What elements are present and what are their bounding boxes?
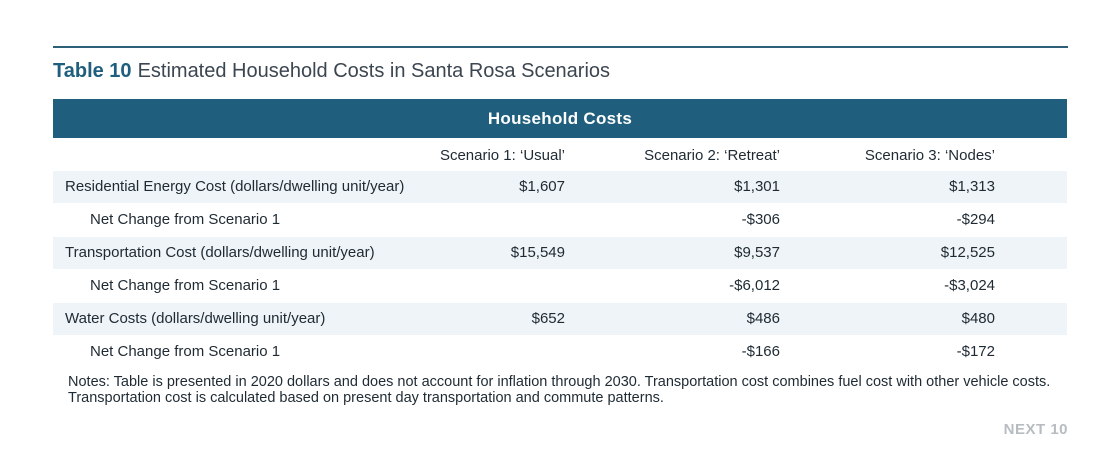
table-row-residential-energy: Residential Energy Cost (dollars/dwellin… (53, 171, 1067, 204)
cell-scenario-2: $1,301 (734, 178, 780, 195)
table-number-label: Table 10 (53, 60, 132, 82)
cell-scenario-3: -$294 (956, 211, 995, 228)
row-label: Net Change from Scenario 1 (90, 211, 281, 228)
cell-scenario-2: $9,537 (734, 244, 780, 261)
column-header-scenario-2: Scenario 2: ‘Retreat’ (644, 147, 780, 164)
cell-scenario-2: -$306 (741, 211, 780, 228)
row-label: Transportation Cost (dollars/dwelling un… (65, 244, 375, 261)
row-label: Net Change from Scenario 1 (90, 277, 281, 294)
row-label: Net Change from Scenario 1 (90, 343, 281, 360)
cell-scenario-3: -$172 (956, 343, 995, 360)
row-label: Residential Energy Cost (dollars/dwellin… (65, 178, 405, 195)
table-row-transportation-net-change: Net Change from Scenario 1 -$6,012 -$3,0… (53, 270, 1067, 303)
cell-scenario-3: $1,313 (949, 178, 995, 195)
household-costs-table: Household Costs Scenario 1: ‘Usual’ Scen… (53, 99, 1067, 369)
table-header-band: Household Costs (53, 99, 1067, 138)
column-headers: Scenario 1: ‘Usual’ Scenario 2: ‘Retreat… (53, 138, 1067, 171)
cell-scenario-3: $12,525 (940, 244, 995, 261)
table-row-water: Water Costs (dollars/dwelling unit/year)… (53, 303, 1067, 336)
cell-scenario-2: -$166 (741, 343, 780, 360)
table-notes: Notes: Table is presented in 2020 dollar… (68, 374, 1051, 406)
cell-scenario-1: $15,549 (510, 244, 565, 261)
table-title: Table 10 Estimated Household Costs in San… (53, 60, 610, 83)
cell-scenario-1: $652 (531, 310, 565, 327)
cell-scenario-2: $486 (746, 310, 780, 327)
top-rule (53, 46, 1068, 48)
column-header-scenario-1: Scenario 1: ‘Usual’ (439, 147, 565, 164)
table-title-text: Estimated Household Costs in Santa Rosa … (137, 60, 611, 82)
cell-scenario-3: $480 (961, 310, 995, 327)
table-header-label: Household Costs (487, 108, 633, 128)
cell-scenario-1: $1,607 (519, 178, 565, 195)
column-header-scenario-3: Scenario 3: ‘Nodes’ (864, 147, 995, 164)
table-row-energy-net-change: Net Change from Scenario 1 -$306 -$294 (53, 204, 1067, 237)
cell-scenario-3: -$3,024 (944, 277, 995, 294)
table-row-water-net-change: Net Change from Scenario 1 -$166 -$172 (53, 336, 1067, 369)
row-label: Water Costs (dollars/dwelling unit/year) (65, 310, 326, 327)
table-row-transportation: Transportation Cost (dollars/dwelling un… (53, 237, 1067, 270)
footer-logo-text: NEXT 10 (1003, 421, 1068, 438)
cell-scenario-2: -$6,012 (729, 277, 780, 294)
